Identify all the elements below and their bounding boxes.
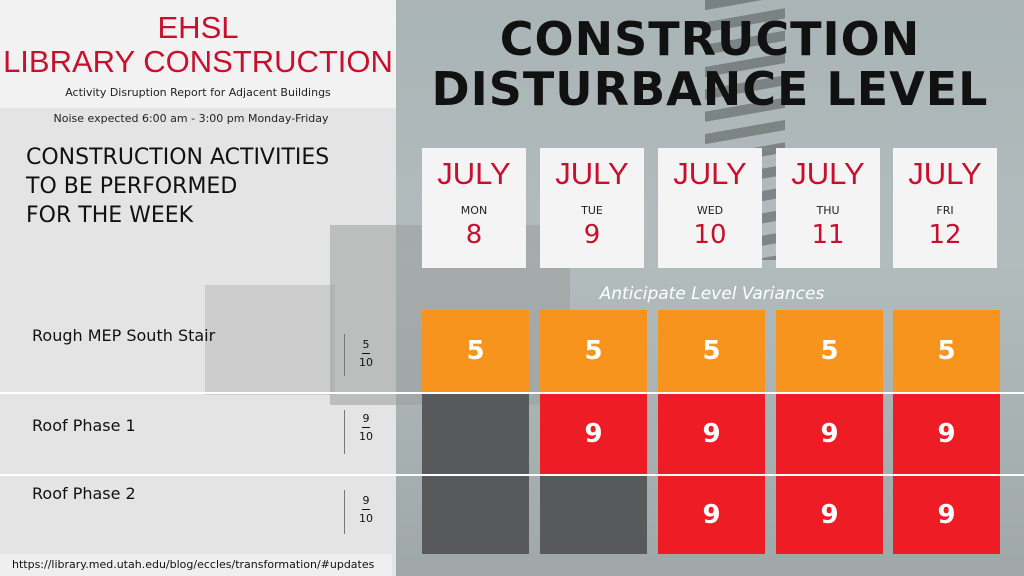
activity-score: 9 10 [346, 412, 386, 443]
card-date: 12 [928, 220, 962, 250]
fraction-bar [362, 427, 370, 428]
level-cell-empty [540, 476, 647, 554]
title-library-construction: LIBRARY CONSTRUCTION [3, 44, 393, 79]
building-photo-shape [205, 285, 335, 395]
score-numerator: 5 [362, 338, 370, 351]
variance-label: Anticipate Level Variances [599, 284, 825, 304]
activity-name: Roof Phase 2 [32, 484, 136, 503]
level-cell: 5 [422, 310, 529, 392]
level-cell: 5 [893, 310, 1000, 392]
level-cell: 9 [893, 394, 1000, 474]
date-card-fri: JULY FRI 12 [893, 148, 997, 268]
card-month: JULY [673, 156, 747, 191]
level-cell: 5 [540, 310, 647, 392]
level-cell: 5 [776, 310, 883, 392]
card-date: 11 [811, 220, 845, 250]
score-divider [344, 334, 345, 376]
card-date: 10 [693, 220, 727, 250]
level-cell: 9 [540, 394, 647, 474]
level-cell: 5 [658, 310, 765, 392]
disturbance-level-title: CONSTRUCTION DISTURBANCE LEVEL [400, 14, 1020, 114]
report-subtitle: Activity Disruption Report for Adjacent … [65, 86, 331, 99]
card-month: JULY [908, 156, 982, 191]
level-cell: 9 [776, 476, 883, 554]
score-denominator: 10 [359, 430, 373, 443]
card-weekday: TUE [581, 204, 603, 217]
date-card-tue: JULY TUE 9 [540, 148, 644, 268]
title-ehsl: EHSL [157, 10, 239, 45]
date-card-wed: JULY WED 10 [658, 148, 762, 268]
card-date: 9 [583, 220, 601, 250]
row-divider [0, 392, 1024, 394]
row-divider [0, 474, 1024, 476]
level-cell: 9 [893, 476, 1000, 554]
score-divider [344, 410, 345, 454]
level-cell: 9 [658, 394, 765, 474]
title-line: CONSTRUCTION [499, 12, 921, 66]
title-line: DISTURBANCE LEVEL [431, 62, 989, 116]
noise-hours-note: Noise expected 6:00 am - 3:00 pm Monday-… [53, 112, 329, 125]
card-weekday: FRI [936, 204, 954, 217]
activity-score: 5 10 [346, 338, 386, 369]
score-divider [344, 490, 345, 534]
score-numerator: 9 [362, 494, 370, 507]
card-weekday: WED [696, 204, 724, 217]
level-cell: 9 [776, 394, 883, 474]
card-month: JULY [437, 156, 511, 191]
score-denominator: 10 [359, 512, 373, 525]
card-weekday: MON [460, 204, 488, 217]
activity-name: Rough MEP South Stair [32, 326, 216, 345]
activity-score: 9 10 [346, 494, 386, 525]
footer-url[interactable]: https://library.med.utah.edu/blog/eccles… [0, 554, 392, 576]
fraction-bar [362, 353, 370, 354]
level-cell: 9 [658, 476, 765, 554]
date-card-mon: JULY MON 8 [422, 148, 526, 268]
activities-heading-line: FOR THE WEEK [26, 203, 194, 228]
date-card-thu: JULY THU 11 [776, 148, 880, 268]
card-month: JULY [555, 156, 629, 191]
score-denominator: 10 [359, 356, 373, 369]
activities-heading: CONSTRUCTION ACTIVITIES TO BE PERFORMED … [26, 143, 329, 230]
header-box: EHSL LIBRARY CONSTRUCTION Activity Disru… [0, 0, 396, 108]
card-weekday: THU [816, 204, 840, 217]
card-month: JULY [791, 156, 865, 191]
activity-name: Roof Phase 1 [32, 416, 136, 435]
card-date: 8 [465, 220, 483, 250]
score-numerator: 9 [362, 412, 370, 425]
fraction-bar [362, 509, 370, 510]
level-cell-empty [422, 394, 529, 474]
activities-heading-line: CONSTRUCTION ACTIVITIES [26, 145, 330, 170]
activities-heading-line: TO BE PERFORMED [26, 174, 238, 199]
level-cell-empty [422, 476, 529, 554]
